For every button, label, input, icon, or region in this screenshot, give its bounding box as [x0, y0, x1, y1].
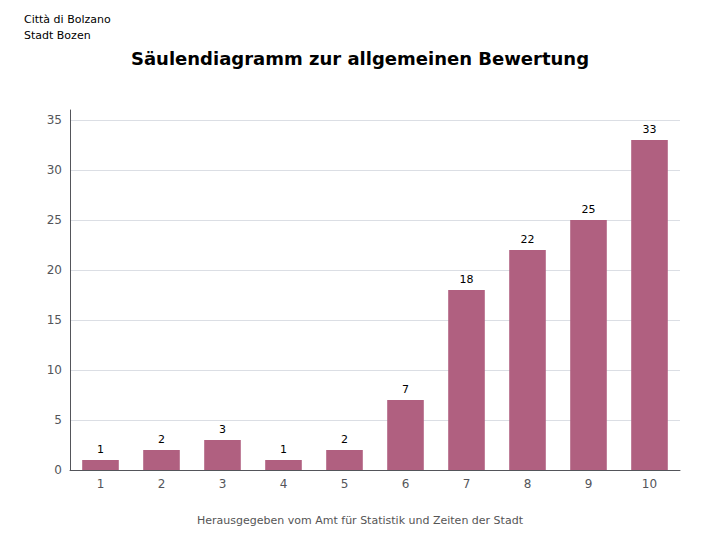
svg-text:10: 10 [642, 477, 657, 491]
svg-text:0: 0 [54, 463, 62, 477]
svg-text:2: 2 [158, 477, 166, 491]
svg-text:1: 1 [97, 443, 104, 456]
svg-text:18: 18 [460, 273, 474, 286]
svg-text:Stadt Bozen: Stadt Bozen [24, 29, 91, 42]
svg-text:5: 5 [54, 413, 62, 427]
svg-text:3: 3 [219, 477, 227, 491]
svg-text:6: 6 [402, 477, 410, 491]
svg-text:25: 25 [47, 213, 62, 227]
svg-text:10: 10 [47, 363, 62, 377]
svg-text:9: 9 [585, 477, 593, 491]
svg-text:25: 25 [582, 203, 596, 216]
svg-text:7: 7 [463, 477, 471, 491]
svg-text:8: 8 [524, 477, 532, 491]
svg-text:Säulendiagramm zur allgemeinen: Säulendiagramm zur allgemeinen Bewertung [131, 48, 589, 69]
svg-text:20: 20 [47, 263, 62, 277]
svg-text:5: 5 [341, 477, 349, 491]
svg-text:33: 33 [643, 123, 657, 136]
svg-text:Città di Bolzano: Città di Bolzano [24, 13, 111, 26]
svg-text:30: 30 [47, 163, 62, 177]
svg-text:3: 3 [219, 423, 226, 436]
svg-text:15: 15 [47, 313, 62, 327]
svg-text:2: 2 [158, 433, 165, 446]
svg-text:2: 2 [341, 433, 348, 446]
svg-text:Herausgegeben vom Amt für Stat: Herausgegeben vom Amt für Statistik und … [197, 514, 524, 527]
svg-text:4: 4 [280, 477, 288, 491]
svg-text:7: 7 [402, 383, 409, 396]
svg-text:1: 1 [97, 477, 105, 491]
svg-text:35: 35 [47, 113, 62, 127]
svg-text:1: 1 [280, 443, 287, 456]
svg-text:22: 22 [521, 233, 535, 246]
